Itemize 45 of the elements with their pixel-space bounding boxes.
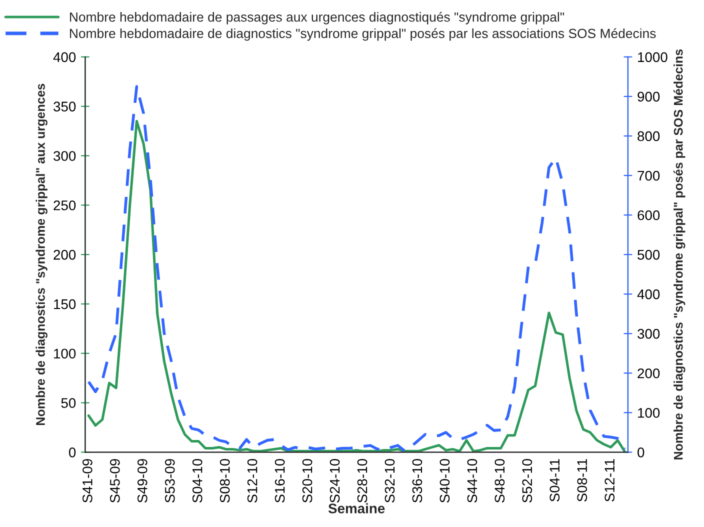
x-tick-label: S12-11 [604,459,615,502]
y-tick-label: 200 [54,250,76,260]
x-tick-label: S20-10 [302,458,312,503]
x-tick-label: S12-10 [247,458,258,503]
y2-axis-title: Nombre de diagnostics "syndrome grippal" posés par SOS Médecins [673,49,686,460]
x-tick-label: S24-10 [330,458,340,503]
legend-label: Nombre hebdomadaire de passages aux urgences diagnostiqués "syndrome grippal" [70,12,564,24]
x-axis-title: Semaine [328,503,385,514]
x-tick-label: S36-10 [412,458,422,503]
y-axis-title: Nombre de diagnostics "syndrome grippal" aux urgences [36,84,48,425]
y2-tick-label: 1000 [638,52,668,62]
x-tick-label: S28-10 [357,458,368,503]
y-tick-label: 300 [54,151,76,161]
y2-tick-label: 700 [638,170,660,181]
x-tick-label: S04-11 [550,459,560,502]
y2-tick-label: 500 [638,250,660,260]
x-tick-label: S48-10 [494,458,505,503]
x-tick-label: S40-10 [440,458,450,503]
x-tick-label: S16-10 [274,458,285,503]
y2-tick-label: 300 [638,328,660,339]
x-tick-label: S53-09 [164,459,175,503]
x-tick-label: S44-10 [467,458,478,503]
x-tick-label: S52-10 [522,458,532,503]
x-tick-label: S41-09 [82,459,92,503]
y-tick-label: 250 [54,200,76,210]
legend-label: Nombre hebdomadaire de diagnostics "syndrome grippal" posés par les associations SOS Médecins [70,28,656,41]
y-tick-label: 350 [54,102,76,112]
x-tick-label: S49-09 [137,459,148,503]
y2-tick-label: 800 [638,131,660,142]
y-tick-label: 100 [54,348,76,359]
x-tick-label: S08-10 [220,458,230,503]
x-tick-label: S04-10 [192,458,202,503]
y-tick-label: 50 [61,398,76,408]
y2-tick-label: 400 [637,289,660,300]
y2-tick-label: 0 [638,448,644,458]
y2-tick-label: 100 [638,408,660,418]
x-tick-label: S08-11 [577,459,588,502]
x-tick-label: S32-10 [384,458,395,503]
y-tick-label: 0 [68,448,76,458]
y2-tick-label: 600 [638,210,660,220]
y2-tick-label: 200 [638,368,660,378]
y-tick-label: 400 [53,52,76,62]
y2-tick-label: 900 [638,92,660,102]
y-tick-label: 150 [54,299,76,310]
x-tick-label: S45-09 [110,459,120,503]
